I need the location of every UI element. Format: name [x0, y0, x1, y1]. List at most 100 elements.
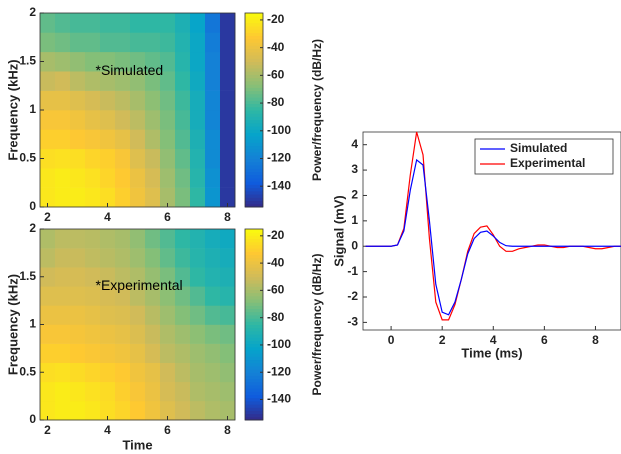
heat-cell — [85, 267, 101, 287]
heat-cell — [85, 90, 101, 111]
heat-cell — [55, 110, 71, 130]
heat-cell — [55, 129, 71, 150]
y-tick-label: 2 — [29, 221, 36, 235]
heat-cell — [145, 168, 161, 188]
heat-cell — [85, 168, 101, 188]
colorbar-swatch — [245, 25, 263, 30]
x-tick-label: 2 — [44, 423, 51, 437]
heat-cell — [190, 148, 206, 169]
heat-cell — [190, 248, 206, 268]
heat-cell — [160, 229, 176, 249]
y-axis-label: Frequency (kHz) — [5, 59, 20, 160]
heat-cell — [115, 362, 131, 383]
colorbar-swatch — [245, 132, 263, 137]
colorbar-swatch — [245, 340, 263, 345]
heat-cell — [145, 400, 161, 421]
heat-cell — [70, 129, 86, 150]
colorbar-swatch — [245, 55, 263, 59]
heat-cell — [85, 400, 101, 421]
colorbar-swatch — [245, 299, 263, 303]
heat-cell — [145, 32, 161, 53]
heat-cell — [85, 305, 101, 325]
y-tick-label: 0 — [29, 412, 36, 426]
heat-cell — [40, 381, 56, 402]
heat-cell — [85, 32, 101, 53]
heat-cell — [130, 381, 146, 402]
heat-cell — [190, 362, 206, 383]
colorbar-label: Power/frequency (dB/Hz) — [310, 39, 324, 181]
colorbar-swatch — [245, 244, 263, 249]
heat-cell — [85, 324, 101, 344]
x-tick-label: 6 — [164, 423, 171, 437]
colorbar-swatch — [245, 158, 263, 163]
colorbar-swatch — [245, 135, 263, 140]
heat-cell — [190, 13, 206, 33]
heat-cell — [130, 32, 146, 53]
heat-cell — [220, 362, 236, 383]
colorbar-swatch — [245, 410, 263, 415]
y-tick-label: 1.5 — [19, 269, 36, 283]
colorbar-swatch — [245, 279, 263, 284]
y-tick-label: -3 — [347, 315, 358, 329]
heat-cell — [100, 305, 116, 325]
colorbar-tick-label: -120 — [267, 151, 291, 165]
heat-cell — [175, 229, 191, 249]
colorbar-swatch — [245, 116, 263, 121]
colorbar-swatch — [245, 327, 263, 332]
heat-cell — [70, 13, 86, 33]
heat-cell — [85, 229, 101, 249]
heat-cell — [85, 381, 101, 402]
colorbar-swatch — [245, 248, 263, 252]
colorbar-swatch — [245, 337, 263, 341]
x-tick-label: 4 — [104, 423, 111, 437]
colorbar-swatch — [245, 397, 263, 402]
heat-cell — [220, 343, 236, 363]
heat-cell — [55, 229, 71, 249]
colorbar-swatch — [245, 200, 263, 205]
heat-cell — [160, 129, 176, 150]
colorbar-swatch — [245, 171, 263, 176]
colorbar-swatch — [245, 257, 263, 262]
heat-cell — [70, 286, 86, 306]
heat-cell — [190, 110, 206, 130]
heat-cell — [55, 286, 71, 306]
colorbar-swatch — [245, 148, 263, 153]
heat-cell — [205, 13, 221, 33]
heat-cell — [220, 381, 236, 402]
colorbar-swatch — [245, 187, 263, 192]
heat-cell — [85, 51, 101, 72]
heat-cell — [70, 343, 86, 363]
heat-cell — [100, 343, 116, 363]
heat-cell — [145, 90, 161, 111]
colorbar-swatch — [245, 38, 263, 43]
y-tick-label: 4 — [351, 137, 358, 151]
x-tick-label: 4 — [104, 210, 111, 224]
heat-cell — [100, 267, 116, 287]
heat-cell — [130, 129, 146, 150]
heat-cell — [175, 13, 191, 33]
heat-cell — [55, 400, 71, 421]
colorbar-swatch — [245, 241, 263, 246]
heat-cell — [100, 129, 116, 150]
heat-cell — [220, 110, 236, 130]
heat-cell — [100, 229, 116, 249]
heat-cell — [130, 148, 146, 169]
heat-cell — [40, 305, 56, 325]
heat-cell — [70, 324, 86, 344]
colorbar-swatch — [245, 388, 263, 392]
heat-cell — [175, 90, 191, 111]
colorbar-swatch — [245, 305, 263, 310]
heat-cell — [145, 129, 161, 150]
heat-cell — [70, 148, 86, 169]
colorbar-swatch — [245, 64, 263, 69]
heat-cell — [115, 343, 131, 363]
legend-box — [474, 138, 614, 175]
colorbar-swatch — [245, 164, 263, 169]
heat-cell — [70, 110, 86, 130]
heat-cell — [40, 362, 56, 383]
heat-cell — [190, 324, 206, 344]
heat-cell — [205, 229, 221, 249]
colorbar-swatch — [245, 394, 263, 399]
heat-cell — [145, 148, 161, 169]
